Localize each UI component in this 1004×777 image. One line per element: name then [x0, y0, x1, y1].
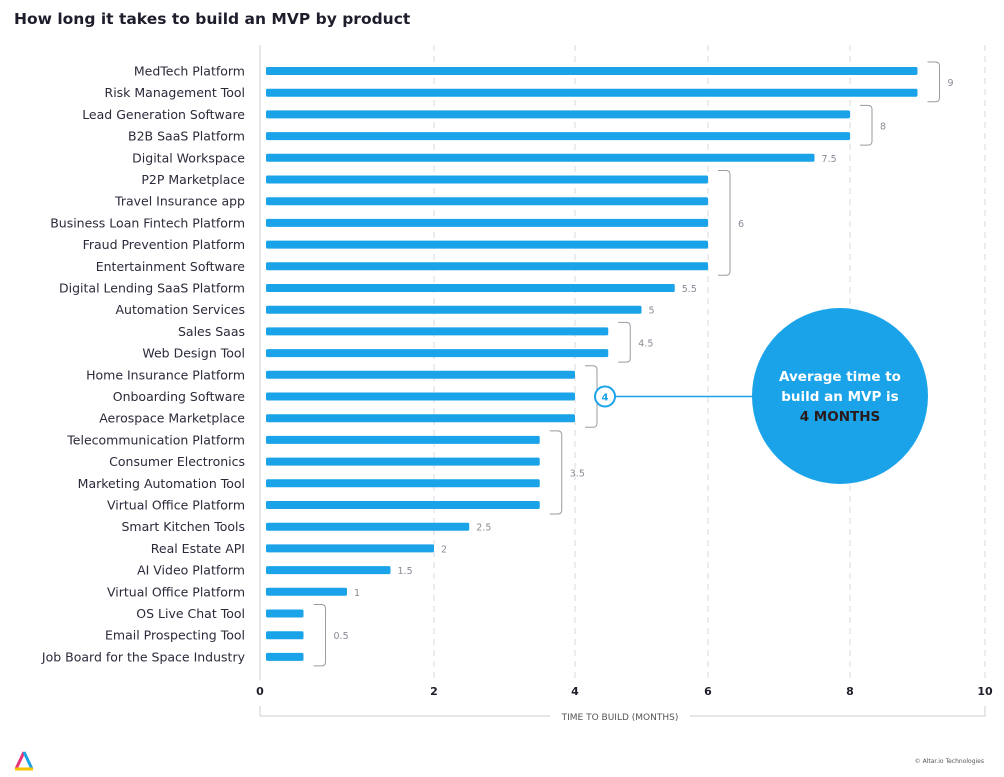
x-tick-label: 2	[430, 685, 438, 698]
category-label: MedTech Platform	[134, 64, 245, 79]
category-label: Entertainment Software	[96, 259, 246, 274]
group-value-label: 9	[948, 78, 954, 89]
average-callout-circle	[752, 308, 928, 484]
bar	[266, 370, 575, 379]
bar	[266, 262, 708, 271]
bar	[266, 240, 708, 249]
category-label: Marketing Automation Tool	[78, 476, 245, 491]
category-label: Digital Lending SaaS Platform	[59, 281, 245, 296]
x-axis-bracket	[259, 706, 986, 717]
group-value-label: 4.5	[638, 338, 653, 349]
group-bracket	[927, 61, 940, 103]
category-label: Risk Management Tool	[105, 85, 245, 100]
category-label: Smart Kitchen Tools	[121, 519, 245, 534]
bar	[266, 218, 708, 227]
x-axis-label: TIME TO BUILD (MONTHS)	[561, 713, 679, 723]
logo-icon-part	[22, 751, 34, 770]
bar	[266, 652, 304, 661]
bar-value-label: 2	[441, 544, 447, 555]
category-label: B2B SaaS Platform	[128, 129, 245, 144]
callout-line-3: 4 MONTHS	[800, 409, 881, 425]
bar	[266, 67, 918, 75]
category-label: Email Prospecting Tool	[105, 628, 245, 643]
group-bracket	[313, 604, 326, 667]
bar-value-label: 5	[649, 306, 655, 317]
category-label: Onboarding Software	[113, 389, 246, 404]
bar-value-label: 5.5	[682, 284, 697, 295]
x-tick-label: 10	[977, 685, 993, 698]
bar	[266, 284, 675, 292]
bar	[266, 457, 540, 466]
average-marker	[594, 385, 616, 408]
group-bracket	[618, 321, 631, 363]
category-label: Lead Generation Software	[82, 107, 245, 122]
category-label: Business Loan Fintech Platform	[50, 215, 245, 230]
group-bracket	[860, 104, 873, 146]
category-label: Automation Services	[116, 302, 246, 317]
x-tick-label: 6	[704, 685, 712, 698]
bar	[266, 175, 708, 184]
bar	[266, 566, 391, 575]
category-label: Real Estate API	[151, 541, 245, 556]
callout-line-2: build an MVP is	[781, 389, 898, 405]
bar	[266, 501, 540, 509]
bar	[266, 392, 575, 401]
category-label: Fraud Prevention Platform	[83, 237, 245, 252]
x-tick-label: 0	[256, 685, 264, 698]
x-tick-label: 4	[571, 685, 579, 698]
group-value-label: 4	[602, 393, 609, 404]
callout-line-1: Average time to	[779, 369, 901, 385]
category-label: Travel Insurance app	[114, 194, 245, 209]
category-label: Consumer Electronics	[109, 454, 245, 469]
bar	[266, 522, 470, 531]
bar	[266, 153, 815, 162]
group-value-label: 0.5	[334, 631, 349, 642]
category-label: Job Board for the Space Industry	[41, 649, 246, 664]
bar	[266, 479, 540, 488]
copyright: © Altar.io Technologies	[914, 758, 984, 765]
category-label: Web Design Tool	[142, 346, 245, 361]
category-label: Virtual Office Platform	[107, 498, 245, 513]
bar-value-label: 1	[354, 588, 360, 599]
category-label: OS Live Chat Tool	[136, 606, 245, 621]
group-value-label: 6	[738, 219, 744, 230]
category-label: Home Insurance Platform	[86, 367, 245, 382]
logo-icon	[14, 751, 26, 770]
bar	[266, 544, 434, 553]
category-label: Telecommunication Platform	[66, 432, 245, 447]
category-label: AI Video Platform	[137, 563, 245, 578]
category-label: Virtual Office Platform	[107, 584, 245, 599]
bar	[266, 414, 575, 423]
bar	[266, 327, 609, 336]
bar	[266, 349, 609, 358]
group-value-label: 8	[880, 121, 886, 132]
bar	[266, 435, 540, 444]
bar	[266, 88, 918, 97]
category-label: Digital Workspace	[132, 150, 245, 165]
chart-title: How long it takes to build an MVP by pro…	[14, 10, 411, 28]
bar	[266, 110, 850, 119]
bar-value-label: 1.5	[398, 566, 413, 577]
bar	[266, 305, 642, 314]
category-label: Sales Saas	[178, 324, 245, 339]
bar-value-label: 2.5	[476, 523, 491, 534]
category-label: Aerospace Marketplace	[99, 411, 245, 426]
x-tick-label: 8	[846, 685, 854, 698]
bar-value-label: 7.5	[822, 154, 837, 165]
bar	[266, 197, 708, 206]
group-bracket	[718, 170, 731, 276]
bar	[266, 631, 304, 640]
group-bracket	[549, 430, 563, 515]
bar	[266, 132, 850, 141]
bar	[266, 587, 347, 596]
group-value-label: 3.5	[570, 468, 585, 479]
category-label: P2P Marketplace	[141, 172, 245, 187]
bar	[266, 609, 304, 618]
